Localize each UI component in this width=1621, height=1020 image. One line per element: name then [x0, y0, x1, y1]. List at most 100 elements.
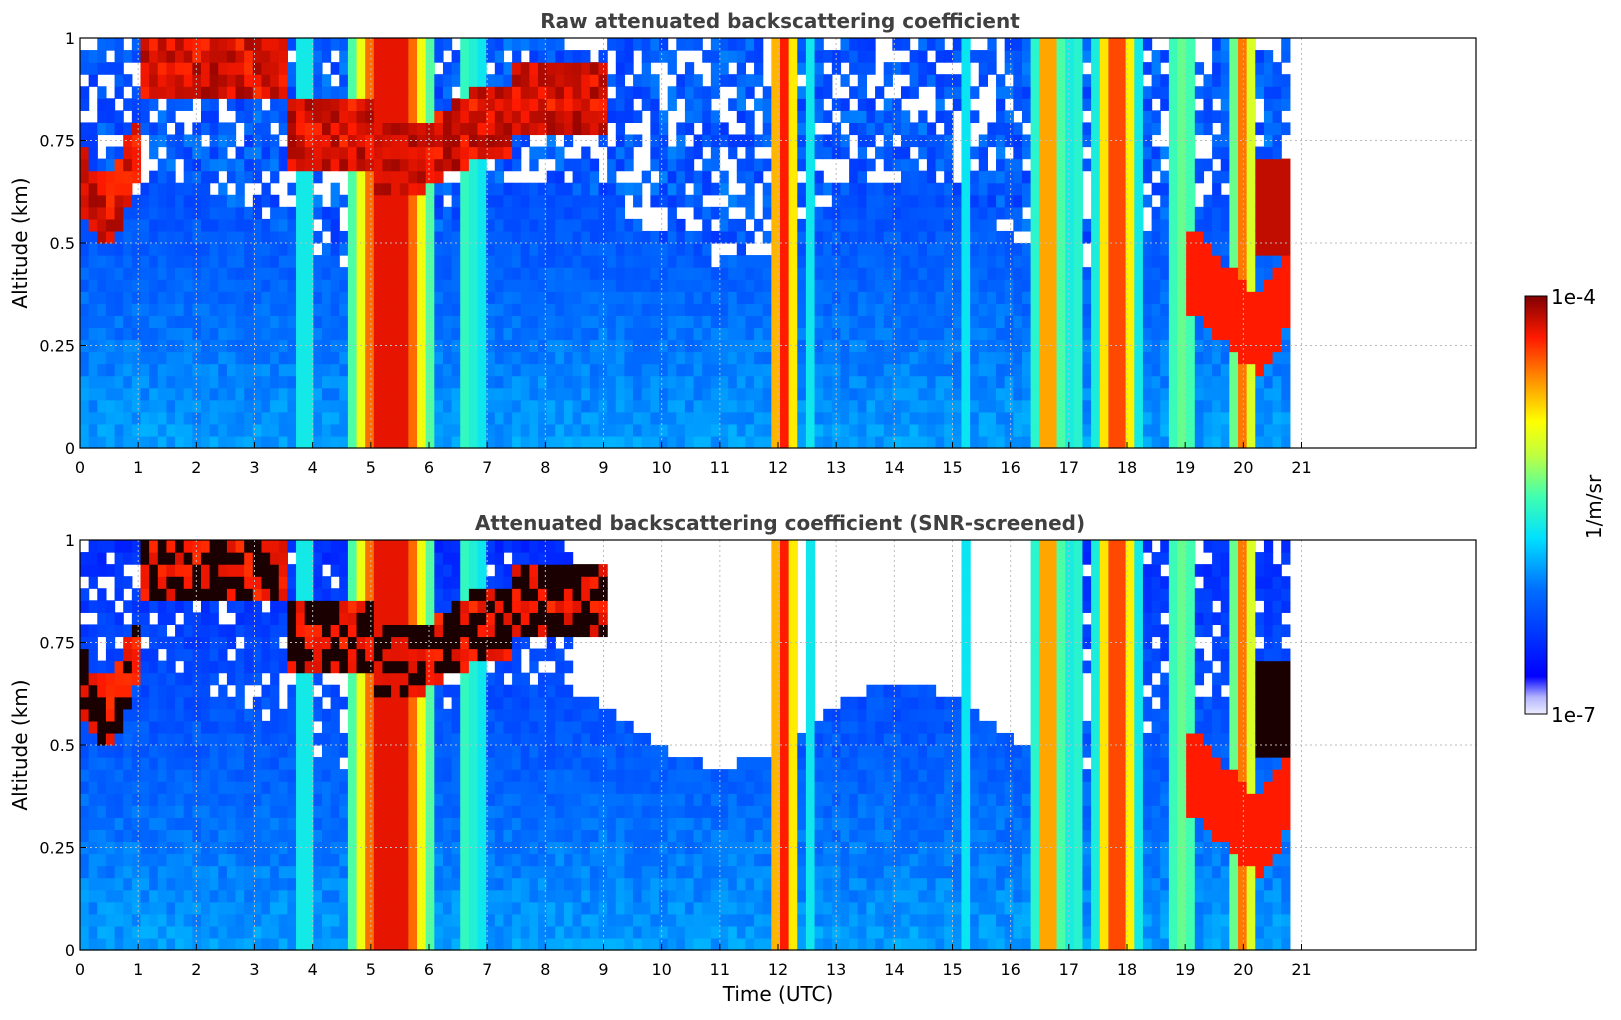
heatmap-cell: [1194, 122, 1205, 136]
heatmap-cell: [615, 86, 626, 99]
heatmap-cell: [875, 423, 885, 437]
heatmap-cell: [417, 387, 427, 401]
heatmap-cell: [1082, 38, 1092, 51]
heatmap-cell: [200, 576, 211, 589]
heatmap-cell: [875, 315, 885, 329]
heatmap-cell: [123, 170, 133, 184]
heatmap-cell: [451, 279, 461, 292]
heatmap-cell: [503, 230, 513, 244]
heatmap-cell: [944, 146, 954, 160]
heatmap-cell: [589, 170, 600, 184]
heatmap-cell: [598, 351, 608, 365]
heatmap-cell: [399, 315, 409, 329]
heatmap-cell: [270, 206, 280, 220]
heatmap-cell: [149, 877, 159, 891]
heatmap-cell: [330, 98, 340, 111]
heatmap-cell: [382, 291, 392, 304]
heatmap-cell: [1194, 170, 1205, 184]
heatmap-cell: [123, 648, 133, 662]
heatmap-cell: [512, 255, 522, 268]
heatmap-cell: [114, 913, 124, 927]
heatmap-cell: [218, 708, 228, 722]
heatmap-cell: [252, 435, 263, 449]
heatmap-cell: [140, 865, 150, 879]
heatmap-cell: [408, 255, 418, 268]
heatmap-cell: [1160, 194, 1170, 208]
heatmap-cell: [149, 399, 159, 413]
heatmap-cell: [97, 38, 107, 51]
heatmap-cell: [200, 110, 211, 124]
heatmap-cell: [563, 327, 574, 341]
heatmap-cell: [200, 327, 211, 341]
heatmap-cell: [1220, 122, 1230, 136]
heatmap-cell: [900, 122, 911, 136]
heatmap-cell: [1117, 194, 1127, 208]
heatmap-cell: [1255, 146, 1265, 160]
heatmap-cell: [633, 267, 643, 280]
heatmap-cell: [814, 206, 824, 220]
heatmap-cell: [563, 243, 574, 256]
heatmap-cell: [831, 218, 842, 232]
heatmap-cell: [1039, 399, 1049, 413]
heatmap-cell: [918, 206, 928, 220]
heatmap-cell: [123, 279, 133, 292]
heatmap-cell: [1108, 50, 1118, 63]
heatmap-cell: [434, 435, 444, 449]
heatmap-cell: [1151, 86, 1161, 99]
heatmap-cell: [347, 387, 358, 401]
heatmap-cell: [157, 122, 168, 136]
heatmap-cell: [339, 122, 349, 136]
heatmap-cell: [1220, 98, 1230, 111]
heatmap-cell: [200, 757, 211, 770]
heatmap-cell: [754, 387, 764, 401]
heatmap-cell: [503, 399, 513, 413]
heatmap-cell: [849, 38, 859, 51]
heatmap-cell: [728, 50, 738, 63]
heatmap-cell: [728, 279, 738, 292]
heatmap-cell: [598, 255, 608, 268]
heatmap-cell: [1134, 158, 1144, 172]
heatmap-cell: [88, 769, 98, 782]
heatmap-cell: [797, 62, 807, 75]
heatmap-cell: [1177, 50, 1187, 63]
heatmap-cell: [88, 363, 98, 377]
heatmap-cell: [365, 206, 375, 220]
heatmap-cell: [1117, 435, 1127, 449]
heatmap-cell: [1091, 38, 1101, 51]
heatmap-cell: [105, 781, 116, 794]
heatmap-cell: [105, 612, 116, 626]
heatmap-cell: [175, 122, 185, 136]
heatmap-cell: [149, 375, 159, 389]
heatmap-cell: [391, 267, 401, 280]
heatmap-cell: [987, 182, 997, 196]
heatmap-cell: [270, 315, 280, 329]
heatmap-cell: [581, 218, 591, 232]
heatmap-cell: [1134, 98, 1144, 111]
heatmap-cell: [1168, 303, 1179, 316]
heatmap-cell: [140, 110, 150, 124]
heatmap-cell: [823, 74, 833, 87]
heatmap-cell: [192, 327, 202, 341]
heatmap-cell: [754, 170, 764, 184]
heatmap-cell: [105, 387, 116, 401]
heatmap-cell: [356, 230, 366, 244]
heatmap-cell: [278, 435, 288, 449]
heatmap-cell: [235, 98, 245, 111]
heatmap-cell: [935, 194, 945, 208]
heatmap-cell: [1021, 98, 1032, 111]
heatmap-cell: [1056, 327, 1066, 341]
heatmap-cell: [1117, 218, 1127, 232]
heatmap-cell: [105, 684, 116, 698]
heatmap-cell: [313, 303, 323, 316]
heatmap-cell: [788, 74, 798, 87]
heatmap-cell: [131, 267, 142, 280]
heatmap-cell: [1117, 279, 1127, 292]
heatmap-cell: [391, 435, 401, 449]
heatmap-cell: [762, 339, 772, 353]
heatmap-cell: [486, 315, 496, 329]
heatmap-cell: [1117, 351, 1127, 365]
heatmap-cell: [581, 423, 591, 437]
heatmap-cell: [875, 194, 885, 208]
heatmap-cell: [88, 925, 98, 939]
heatmap-cell: [183, 423, 193, 437]
